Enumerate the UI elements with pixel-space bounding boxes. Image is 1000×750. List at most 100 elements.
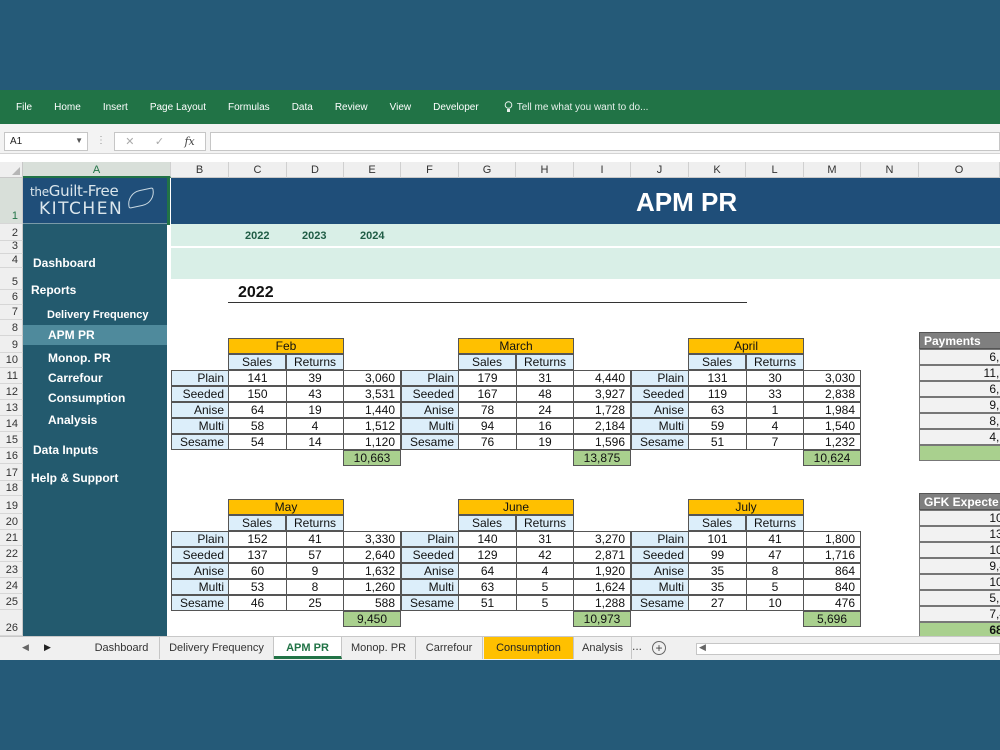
row-header[interactable]: 19 [0, 496, 23, 514]
returns-header[interactable]: Returns [286, 354, 344, 370]
sales-cell[interactable]: 119 [688, 386, 747, 402]
payment-cell[interactable]: 6,7 [919, 381, 1000, 397]
sidebar-item-carrefour[interactable]: Carrefour [48, 371, 103, 385]
expected-cell[interactable]: 10, [919, 510, 1000, 526]
month-grand-total[interactable]: 5,696 [803, 611, 861, 627]
row-header[interactable]: 24 [0, 578, 23, 594]
returns-cell[interactable]: 10 [746, 595, 804, 611]
line-total-cell[interactable]: 3,270 [573, 531, 631, 547]
returns-header[interactable]: Returns [746, 515, 804, 531]
payment-cell[interactable] [919, 445, 1000, 461]
sales-header[interactable]: Sales [458, 515, 516, 531]
month-header[interactable]: July [688, 499, 804, 515]
expected-cell[interactable]: 10, [919, 574, 1000, 590]
tab-view[interactable]: View [389, 101, 412, 113]
returns-cell[interactable]: 24 [516, 402, 574, 418]
row-header[interactable]: 16 [0, 448, 23, 464]
scroll-left-icon[interactable]: ◀ [22, 642, 29, 652]
product-label[interactable]: Seeded [401, 386, 459, 402]
line-total-cell[interactable]: 1,512 [343, 418, 401, 434]
column-header[interactable]: I [574, 162, 631, 178]
sales-cell[interactable]: 60 [228, 563, 287, 579]
payment-cell[interactable]: 4,5 [919, 429, 1000, 445]
product-label[interactable]: Sesame [631, 434, 689, 450]
row-header[interactable]: 22 [0, 546, 23, 562]
expected-cell[interactable]: 13, [919, 526, 1000, 542]
returns-cell[interactable]: 5 [516, 595, 574, 611]
sales-header[interactable]: Sales [228, 354, 286, 370]
year-button-2024[interactable]: 2024 [360, 230, 385, 242]
returns-cell[interactable]: 7 [746, 434, 804, 450]
returns-cell[interactable]: 48 [516, 386, 574, 402]
tab-file[interactable]: File [16, 101, 33, 113]
line-total-cell[interactable]: 1,716 [803, 547, 861, 563]
row-header[interactable]: 12 [0, 384, 23, 400]
sheet-tab-carrefour[interactable]: Carrefour [416, 637, 483, 659]
line-total-cell[interactable]: 2,871 [573, 547, 631, 563]
product-label[interactable]: Sesame [631, 595, 689, 611]
returns-header[interactable]: Returns [516, 515, 574, 531]
sales-cell[interactable]: 167 [458, 386, 517, 402]
sales-cell[interactable]: 152 [228, 531, 287, 547]
row-header[interactable]: 10 [0, 353, 23, 368]
product-label[interactable]: Multi [401, 579, 459, 595]
row-header[interactable]: 6 [0, 290, 23, 305]
line-total-cell[interactable]: 1,800 [803, 531, 861, 547]
line-total-cell[interactable]: 588 [343, 595, 401, 611]
returns-cell[interactable]: 14 [286, 434, 344, 450]
sales-cell[interactable]: 59 [688, 418, 747, 434]
more-sheets-button[interactable]: ... [632, 639, 643, 653]
returns-cell[interactable]: 1 [746, 402, 804, 418]
sidebar-item-consumption[interactable]: Consumption [48, 391, 126, 405]
row-header[interactable]: 21 [0, 530, 23, 546]
line-total-cell[interactable]: 1,596 [573, 434, 631, 450]
returns-cell[interactable]: 31 [516, 531, 574, 547]
expected-cell[interactable]: 10, [919, 542, 1000, 558]
sales-cell[interactable]: 64 [458, 563, 517, 579]
expected-cell[interactable]: 7,4 [919, 606, 1000, 622]
product-label[interactable]: Multi [401, 418, 459, 434]
sales-cell[interactable]: 64 [228, 402, 287, 418]
tab-page-layout[interactable]: Page Layout [149, 101, 206, 113]
line-total-cell[interactable]: 3,927 [573, 386, 631, 402]
product-label[interactable]: Anise [631, 402, 689, 418]
tab-insert[interactable]: Insert [102, 101, 128, 113]
expected-header[interactable]: GFK Expecte [919, 493, 1000, 510]
sales-header[interactable]: Sales [688, 354, 746, 370]
scroll-left-arrow-icon[interactable]: ◀ [699, 642, 706, 652]
insert-function-icon[interactable]: fx [184, 135, 195, 148]
returns-cell[interactable]: 19 [286, 402, 344, 418]
payment-cell[interactable]: 11,3 [919, 365, 1000, 381]
tell-me-box[interactable]: Tell me what you want to do... [490, 101, 648, 113]
returns-cell[interactable]: 19 [516, 434, 574, 450]
month-header[interactable]: March [458, 338, 574, 354]
returns-header[interactable]: Returns [516, 354, 574, 370]
line-total-cell[interactable]: 1,728 [573, 402, 631, 418]
line-total-cell[interactable]: 1,624 [573, 579, 631, 595]
sales-cell[interactable]: 101 [688, 531, 747, 547]
formula-input[interactable] [210, 132, 1000, 151]
sales-cell[interactable]: 51 [458, 595, 517, 611]
row-header[interactable]: 11 [0, 368, 23, 384]
product-label[interactable]: Plain [171, 370, 229, 386]
product-label[interactable]: Seeded [631, 547, 689, 563]
sales-header[interactable]: Sales [688, 515, 746, 531]
sales-cell[interactable]: 150 [228, 386, 287, 402]
returns-cell[interactable]: 8 [746, 563, 804, 579]
sales-cell[interactable]: 27 [688, 595, 747, 611]
line-total-cell[interactable]: 1,984 [803, 402, 861, 418]
returns-cell[interactable]: 43 [286, 386, 344, 402]
sales-cell[interactable]: 99 [688, 547, 747, 563]
returns-cell[interactable]: 30 [746, 370, 804, 386]
month-grand-total[interactable]: 10,663 [343, 450, 401, 466]
product-label[interactable]: Multi [631, 579, 689, 595]
sidebar-item-reports[interactable]: Reports [31, 283, 77, 297]
column-header[interactable]: N [861, 162, 919, 178]
column-header[interactable]: D [287, 162, 344, 178]
line-total-cell[interactable]: 3,030 [803, 370, 861, 386]
line-total-cell[interactable]: 1,632 [343, 563, 401, 579]
sidebar-item-analysis[interactable]: Analysis [48, 413, 98, 427]
sidebar-item-monop-pr[interactable]: Monop. PR [48, 351, 111, 365]
payment-cell[interactable]: 8,6 [919, 413, 1000, 429]
payments-header[interactable]: Payments [919, 332, 1000, 349]
